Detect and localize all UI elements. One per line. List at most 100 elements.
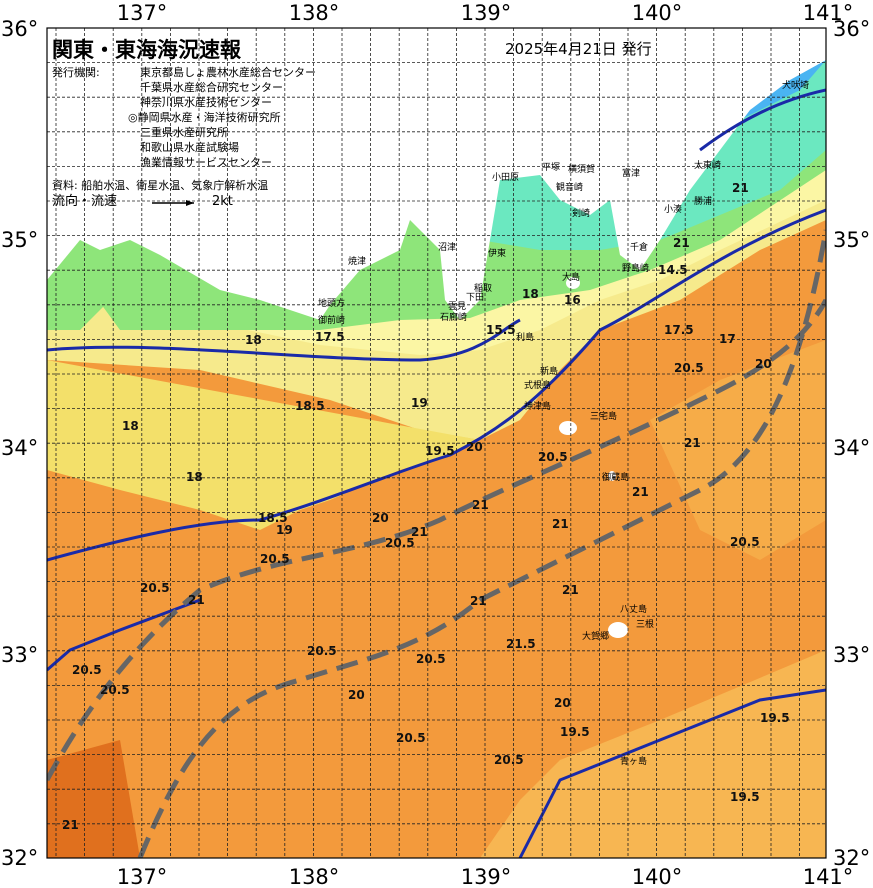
place-name: 三宅島: [590, 410, 617, 422]
agency-list: 東京都島しょ農林水産総合センター千葉県水産総合研究センター神奈川県水産技術センタ…: [128, 65, 316, 169]
agency: 三重県水産研究所: [140, 125, 228, 139]
lat-label-left: 35°: [1, 228, 38, 252]
lon-label-top: 140°: [632, 1, 683, 25]
place-name: 横須賀: [568, 163, 595, 175]
contour-label: 21: [552, 517, 569, 531]
place-name: 焼津: [348, 256, 366, 267]
grid: [47, 28, 826, 858]
island: [608, 471, 616, 481]
contour-label: 20.5: [260, 552, 290, 566]
place-name: 勝浦: [694, 195, 712, 207]
sea-green: [47, 240, 110, 330]
isotherms: [47, 88, 826, 858]
contour-label: 21: [62, 818, 79, 832]
lat-label-left: 36°: [1, 17, 38, 41]
contour-label: 15.5: [486, 323, 516, 337]
sea-light-orange: [480, 650, 826, 858]
contour-label: 18.5: [295, 399, 325, 413]
place-name: 沼津: [438, 242, 456, 253]
lat-label-right: 33°: [833, 643, 870, 667]
agency: 漁業情報サービスセンター: [140, 155, 272, 169]
lon-label-bottom: 139°: [461, 865, 512, 888]
place-name: 小湊: [664, 203, 682, 215]
lon-label-top: 138°: [289, 1, 340, 25]
contour-label: 20.5: [385, 536, 415, 550]
place-name: 太東崎: [694, 159, 721, 171]
contour-label: 21: [732, 181, 749, 195]
place-name: 剣崎: [572, 207, 590, 219]
contour-label: 16: [564, 293, 581, 307]
contour-label: 20: [554, 696, 571, 710]
lon-label-bottom: 140°: [632, 865, 683, 888]
contour-label: 21: [562, 583, 579, 597]
place-name: 雲見: [448, 301, 466, 312]
agency: 東京都島しょ農林水産総合センター: [140, 65, 316, 79]
contour-label: 19.5: [760, 711, 790, 725]
lat-label-right: 34°: [833, 436, 870, 460]
place-name: 稲取: [474, 282, 492, 294]
lat-label-left: 34°: [1, 436, 38, 460]
agency: 和歌山県水産試験場: [140, 140, 239, 154]
contour-label: 21: [470, 594, 487, 608]
contour-label: 20.5: [674, 361, 704, 375]
contour-label: 17: [719, 332, 736, 346]
contour-label: 18: [122, 419, 139, 433]
place-name: 伊東: [488, 247, 506, 259]
contour-label: 21: [411, 525, 428, 539]
contour-label: 20.5: [307, 644, 337, 658]
contour-label: 18: [245, 333, 262, 347]
island: [608, 622, 628, 638]
contour-label: 19: [411, 396, 428, 410]
contour-label: 18: [186, 470, 203, 484]
contour-label: 20.5: [730, 535, 760, 549]
issue-date: 2025年4月21日 発行: [505, 40, 652, 58]
place-name: 犬吠埼: [782, 79, 809, 91]
lat-label-right: 32°: [833, 846, 870, 870]
contour-label: 20.5: [100, 683, 130, 697]
contour-label: 20: [372, 511, 389, 525]
contour-label: 14.5: [658, 263, 688, 277]
lon-label-top: 141°: [803, 1, 854, 25]
contour-label: 19.5: [560, 725, 590, 739]
place-name: 野島崎: [622, 262, 649, 274]
kuroshio-path: [47, 229, 826, 858]
contour-label: 20.5: [396, 731, 426, 745]
place-name: 御前崎: [318, 314, 345, 326]
place-name: 富津: [622, 167, 640, 179]
agency: 神奈川県水産技術センター: [140, 95, 272, 109]
contour-label: 19.5: [425, 444, 455, 458]
place-name: 御蔵島: [602, 471, 629, 483]
agency-label: 発行機関:: [52, 65, 100, 79]
contour-label: 17.5: [315, 330, 345, 344]
lon-label-top: 137°: [117, 1, 168, 25]
lon-label-bottom: 138°: [289, 865, 340, 888]
place-name: 小田原: [492, 172, 519, 183]
warm-core: [47, 740, 140, 858]
contour-label: 21: [188, 593, 205, 607]
flow-scale: 2kt: [212, 194, 233, 209]
place-name: 利島: [516, 331, 534, 343]
place-name: 下田: [466, 292, 484, 303]
contour-label: 20.5: [140, 581, 170, 595]
lat-label-right: 36°: [833, 17, 870, 41]
contour-label: 20.5: [416, 652, 446, 666]
contour-label: 21: [472, 498, 489, 512]
contour-label: 21: [632, 485, 649, 499]
contour-label: 18.5: [258, 511, 288, 525]
place-name: 平塚: [542, 162, 560, 173]
contour-label: 19: [276, 523, 293, 537]
place-name: 千倉: [630, 241, 648, 253]
contour-label: 19.5: [730, 790, 760, 804]
agency: 千葉県水産総合研究センター: [140, 80, 283, 94]
place-name: 八丈島: [620, 603, 647, 615]
contour-label: 20: [466, 440, 483, 454]
map-frame: [46, 27, 827, 859]
lat-label-right: 35°: [833, 228, 870, 252]
place-name: 観音崎: [556, 181, 583, 193]
contour-label: 20.5: [538, 450, 568, 464]
